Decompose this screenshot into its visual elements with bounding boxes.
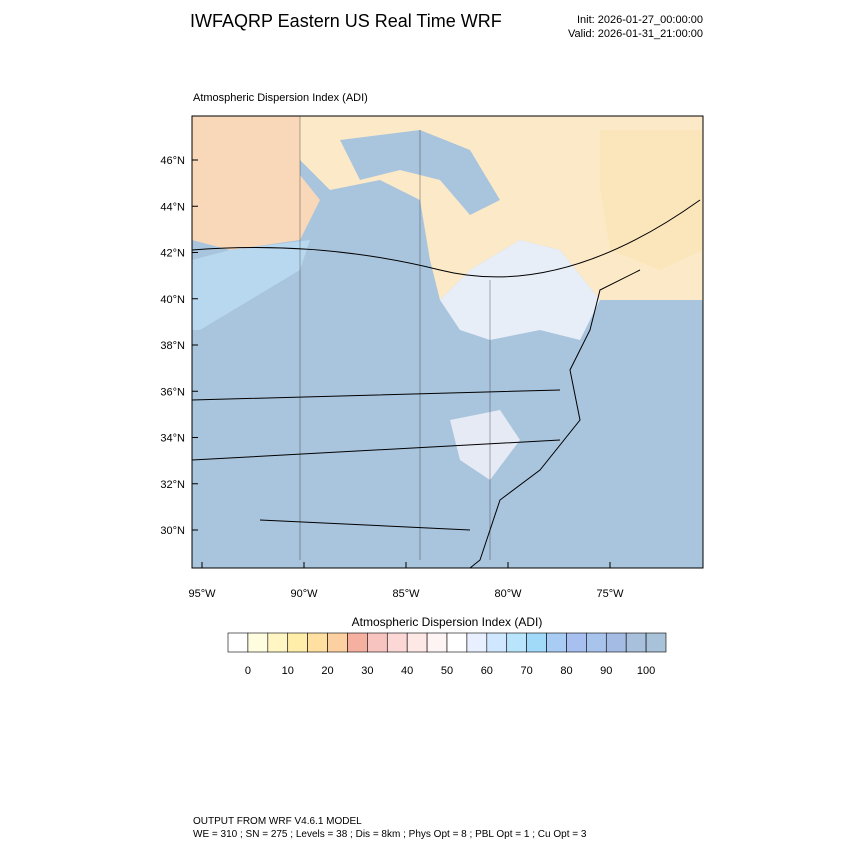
title: IWFAQRP Eastern US Real Time WRF: [190, 11, 502, 31]
colorbar-box: [446, 632, 468, 653]
colorbar-label: 20: [321, 665, 333, 677]
colorbar-box: [546, 632, 567, 653]
lat-label: 34°N: [160, 433, 185, 445]
lat-label: 32°N: [160, 479, 185, 491]
colorbar-label: 60: [481, 665, 493, 677]
colorbar-box: [227, 632, 249, 653]
lat-axis: 46°N 44°N 42°N 40°N 38°N 36°N 34°N 32°N 30°N: [160, 155, 198, 537]
colorbar-box: [307, 632, 328, 653]
footer-line: OUTPUT FROM WRF V4.6.1 MODEL: [193, 816, 362, 827]
map: [191, 115, 704, 569]
map-title: Atmospheric Dispersion Index (ADI): [193, 92, 368, 104]
lat-label: 42°N: [160, 248, 185, 260]
lat-label: 30°N: [160, 525, 185, 537]
lon-label: 90°W: [290, 588, 318, 600]
colorbar-box: [506, 632, 527, 653]
lon-label: 75°W: [596, 588, 624, 600]
lat-label: 36°N: [160, 386, 185, 398]
footer-line: WE = 310 ; SN = 275 ; Levels = 38 ; Dis …: [193, 829, 587, 840]
colorbar-label: 90: [600, 665, 612, 677]
colorbar-box: [645, 632, 667, 653]
colorbar-box: [426, 632, 448, 653]
colorbar-box: [625, 632, 647, 653]
colorbar-box: [287, 632, 308, 653]
colorbar-label: 30: [361, 665, 373, 677]
colorbar-box: [566, 632, 587, 653]
colorbar-label: 100: [637, 665, 655, 677]
colorbar-box: [605, 632, 627, 653]
colorbar-box: [406, 632, 428, 653]
colorbar-label: 80: [560, 665, 572, 677]
colorbar-title: Atmospheric Dispersion Index (ADI): [352, 615, 543, 629]
colorbar-box: [267, 632, 289, 653]
colorbar-box: [586, 632, 607, 653]
colorbar-box: [327, 632, 348, 653]
valid-time: Valid: 2026-01-31_21:00:00: [568, 28, 703, 40]
colorbar-box: [486, 632, 508, 653]
lon-label: 80°W: [494, 588, 522, 600]
lat-label: 46°N: [160, 155, 185, 167]
lon-axis: 95°W 90°W 85°W 80°W 75°W: [188, 562, 624, 600]
colorbar-label: 40: [401, 665, 413, 677]
lat-label: 44°N: [160, 201, 185, 213]
colorbar-box: [347, 632, 368, 653]
lat-label: 40°N: [160, 294, 185, 306]
colorbar-label: 10: [282, 665, 294, 677]
colorbar-label: 70: [521, 665, 533, 677]
colorbar-box: [367, 632, 388, 653]
colorbar-box: [386, 632, 408, 653]
colorbar: 0 10 20 30 40 50 60 70 80 90 100: [227, 632, 667, 677]
colorbar-box: [247, 632, 269, 653]
colorbar-label: 50: [441, 665, 453, 677]
init-time: Init: 2026-01-27_00:00:00: [577, 14, 703, 26]
colorbar-box: [466, 632, 488, 653]
colorbar-box: [526, 632, 547, 653]
lat-label: 38°N: [160, 340, 185, 352]
lon-label: 85°W: [392, 588, 420, 600]
lon-label: 95°W: [188, 588, 216, 600]
colorbar-label: 0: [245, 665, 251, 677]
